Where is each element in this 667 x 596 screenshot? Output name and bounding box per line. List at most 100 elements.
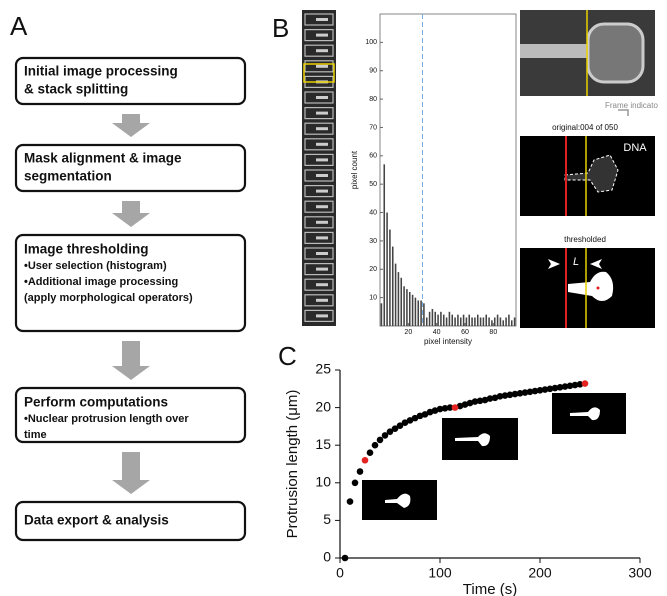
data-point [481, 396, 489, 404]
x-tick-label: 20 [404, 329, 412, 336]
data-point [476, 397, 484, 405]
y-tick-label: 25 [315, 361, 331, 377]
data-point [416, 412, 424, 420]
data-point [361, 456, 369, 464]
x-axis-label: pixel intensity [424, 337, 472, 346]
bar [457, 314, 459, 326]
channel-neck [316, 18, 328, 21]
channel-unit [304, 106, 334, 120]
panel-label: A [10, 11, 28, 41]
dna-label: DNA [623, 142, 647, 154]
bar [451, 314, 454, 326]
panel-label: C [278, 341, 297, 371]
bar [508, 314, 510, 326]
channel-unit [304, 231, 334, 244]
y-tick-label: 100 [365, 39, 377, 46]
step-bullet: •Nuclear protrusion length over [24, 413, 189, 425]
y-tick-label: 15 [315, 436, 331, 452]
arrowhead [590, 259, 602, 269]
images: Frame indicato original:004 of 050 DNA t… [302, 10, 658, 328]
data-point [556, 383, 564, 391]
frame-indicator: Frame indicato [605, 101, 658, 110]
data-point [466, 399, 474, 407]
step-bullet: •User selection (histogram) [24, 260, 167, 272]
bar [513, 317, 516, 326]
inset-nucleus [455, 433, 490, 447]
bar [440, 311, 442, 326]
channel-neck [316, 189, 328, 193]
channel-strip [302, 10, 336, 326]
data-point [506, 391, 514, 399]
data-point [536, 387, 544, 394]
channel-neck [316, 96, 328, 99]
y-tick-label: 10 [369, 294, 377, 301]
channel-unit [304, 216, 334, 229]
x-tick-label: 300 [628, 565, 652, 581]
channel-neck [316, 127, 328, 131]
channel-unit [304, 60, 334, 73]
channel-neck [316, 236, 328, 240]
channel-unit [304, 91, 334, 104]
bar [420, 300, 422, 326]
y-tick-label: 20 [369, 266, 377, 273]
data-point [381, 432, 389, 439]
channel-unit [304, 200, 334, 213]
y-tick-label: 5 [323, 511, 331, 527]
channel-unit [304, 169, 334, 182]
step-title: Image thresholding [24, 242, 149, 257]
nucleus [568, 271, 614, 301]
y-tick-label: 70 [369, 124, 377, 131]
bar [505, 317, 507, 326]
data-point [451, 404, 459, 411]
data-point [551, 384, 559, 392]
bar [431, 308, 434, 326]
thresholded-label: thresholded [564, 235, 606, 244]
channel-neck [316, 205, 328, 209]
data-point [446, 404, 454, 411]
inset-nucleus [570, 407, 600, 421]
workflow: Initial image processing & stack splittin… [14, 56, 247, 542]
channel-neck [316, 49, 328, 53]
insets [362, 393, 626, 520]
step-title: & stack splitting [24, 82, 128, 97]
selection-box [303, 63, 335, 83]
channel-neck [316, 252, 328, 255]
x-tick-label: 40 [433, 329, 441, 336]
data-point [531, 387, 539, 395]
data-point [511, 390, 519, 398]
plot-frame [379, 13, 517, 327]
data-point [491, 394, 499, 402]
data-point [346, 498, 354, 505]
data-point [356, 468, 364, 475]
channel-unit [304, 185, 334, 198]
y-tick-label: 10 [315, 474, 331, 490]
channel-unit [304, 294, 334, 307]
flow-arrow [112, 341, 150, 380]
bar [476, 314, 479, 326]
bar [468, 314, 471, 326]
x-axis-label: Time (s) [463, 581, 517, 596]
bar [474, 317, 476, 326]
bar [394, 263, 397, 326]
flow-arrow [112, 114, 150, 137]
data-point [436, 405, 444, 413]
bar [389, 229, 391, 326]
y-tick-label: 40 [369, 209, 377, 216]
bar [482, 317, 485, 326]
y-tick-label: 30 [369, 238, 377, 245]
bar [493, 317, 496, 326]
bar [425, 317, 428, 326]
data-point [391, 425, 399, 432]
bar [485, 314, 488, 326]
step-box [14, 56, 247, 106]
data-point [516, 390, 524, 397]
x-tick-label: 0 [336, 565, 344, 581]
data-point [571, 381, 579, 389]
data-point [441, 405, 449, 412]
step-title: Data export & analysis [24, 513, 169, 528]
channel-unit [304, 44, 334, 57]
bar [488, 317, 490, 326]
data-point [576, 380, 584, 388]
bar [386, 212, 388, 326]
